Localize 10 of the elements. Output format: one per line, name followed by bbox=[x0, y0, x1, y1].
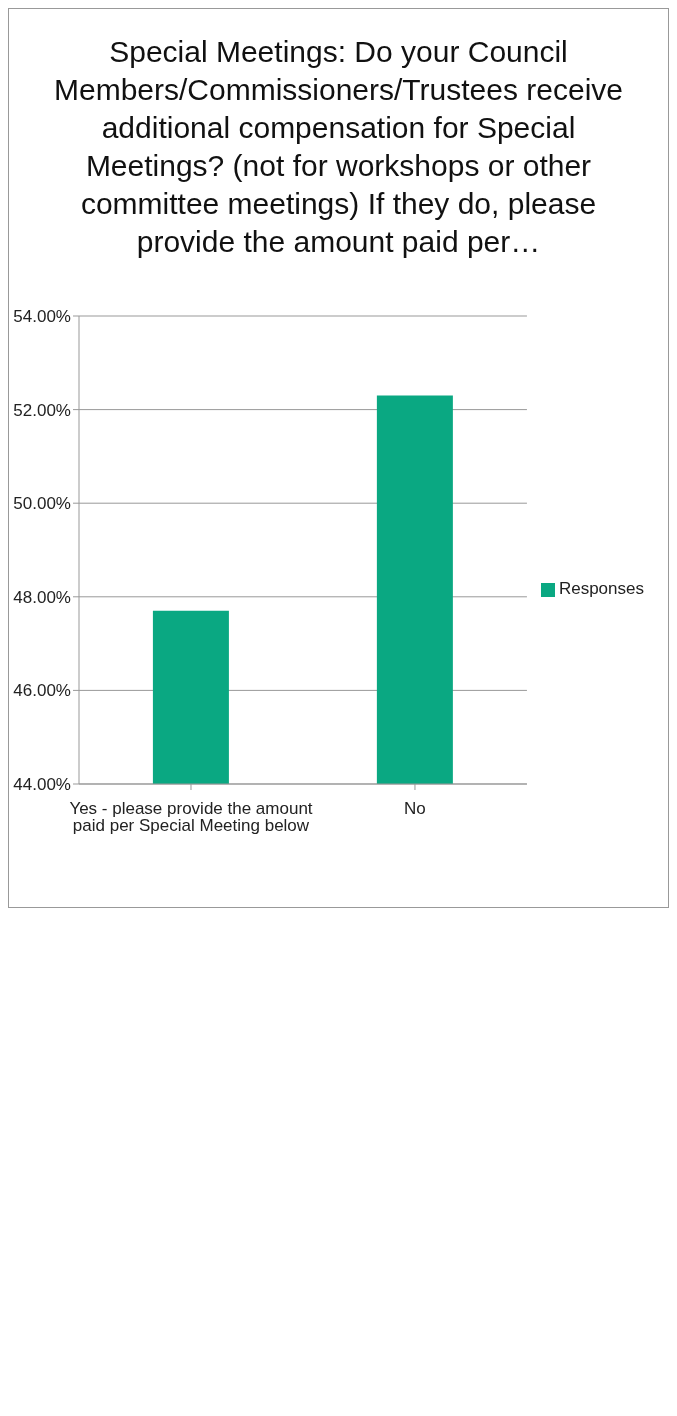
y-tick-label: 54.00% bbox=[13, 307, 71, 327]
y-tick-label: 50.00% bbox=[13, 494, 71, 514]
y-tick-label: 46.00% bbox=[13, 681, 71, 701]
x-tick-label: No bbox=[404, 799, 426, 819]
y-tick-label: 48.00% bbox=[13, 587, 71, 607]
legend-label: Responses bbox=[558, 579, 644, 598]
x-tick-label: Yes - please provide the amount paid per Special Meeting below bbox=[69, 799, 313, 836]
y-tick-label: 52.00% bbox=[13, 400, 71, 420]
y-tick-label: 44.00% bbox=[13, 775, 71, 795]
chart-title: Special Meetings: Do your Council Members/Commissioners/Trustees receive additional compensation for Special Meetings? (not for workshops or other committee meetings) If they do, please provide the amount paid per… bbox=[52, 34, 624, 260]
